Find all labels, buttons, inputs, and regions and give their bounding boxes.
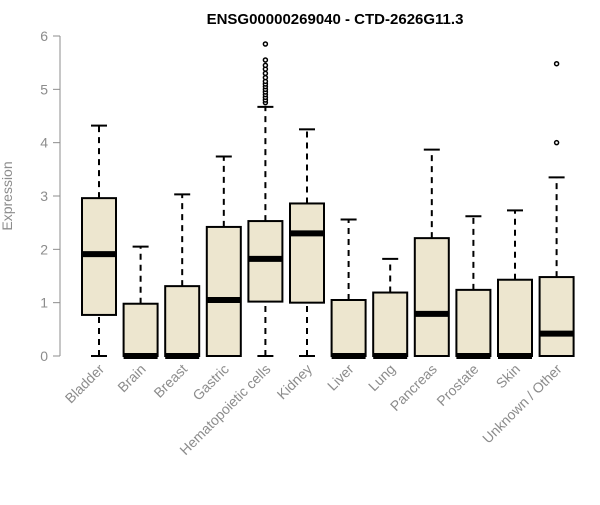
iqr-box [413, 237, 450, 357]
x-tick-label: Brain [114, 361, 148, 395]
y-axis-label: Expression [0, 161, 15, 230]
box-skin [497, 209, 533, 359]
outlier-point [553, 139, 560, 146]
outlier-point [262, 74, 269, 81]
x-tick-label: Skin [493, 361, 524, 392]
x-tick-label: Breast [150, 361, 190, 401]
iqr-box [538, 276, 575, 358]
box-breast [164, 193, 201, 359]
box-unknown-other [538, 60, 575, 358]
box-brain [122, 245, 159, 359]
iqr-box [330, 299, 367, 357]
x-tick-label: Unknown / Other [479, 361, 565, 447]
y-tick-label: 1 [40, 295, 48, 311]
box-pancreas [413, 148, 450, 357]
outlier-point [553, 60, 560, 67]
y-tick-label: 5 [40, 81, 48, 97]
outlier-point [262, 62, 269, 69]
x-tick-label: Kidney [274, 361, 316, 403]
box-liver [330, 218, 367, 359]
y-tick-label: 4 [40, 135, 48, 151]
outlier-point [262, 70, 269, 77]
box-lung [372, 257, 409, 359]
chart-title: ENSG00000269040 - CTD-2626G11.3 [207, 11, 464, 28]
y-tick-label: 0 [40, 348, 48, 364]
iqr-box [205, 225, 242, 357]
iqr-box [372, 291, 409, 357]
iqr-box [122, 302, 159, 358]
y-tick-label: 3 [40, 188, 48, 204]
iqr-box [497, 278, 533, 358]
box-hematopoietic-cells [247, 41, 284, 357]
outlier-point [262, 41, 269, 47]
x-tick-label: Liver [324, 361, 357, 394]
x-tick-label: Lung [365, 361, 398, 394]
iqr-box [289, 202, 325, 304]
box-kidney [289, 128, 325, 357]
iqr-box [164, 285, 201, 357]
outlier-point [262, 57, 269, 63]
y-tick-label: 2 [40, 241, 48, 257]
box-bladder [81, 124, 117, 357]
box-prostate [455, 215, 492, 359]
iqr-box [455, 288, 492, 357]
x-tick-label: Bladder [62, 361, 108, 407]
x-tick-label: Prostate [433, 361, 481, 409]
y-tick-label: 6 [40, 28, 48, 44]
boxes [81, 41, 575, 359]
box-gastric [205, 155, 242, 357]
y-axis: 0 1 2 3 4 5 6 [40, 28, 61, 364]
